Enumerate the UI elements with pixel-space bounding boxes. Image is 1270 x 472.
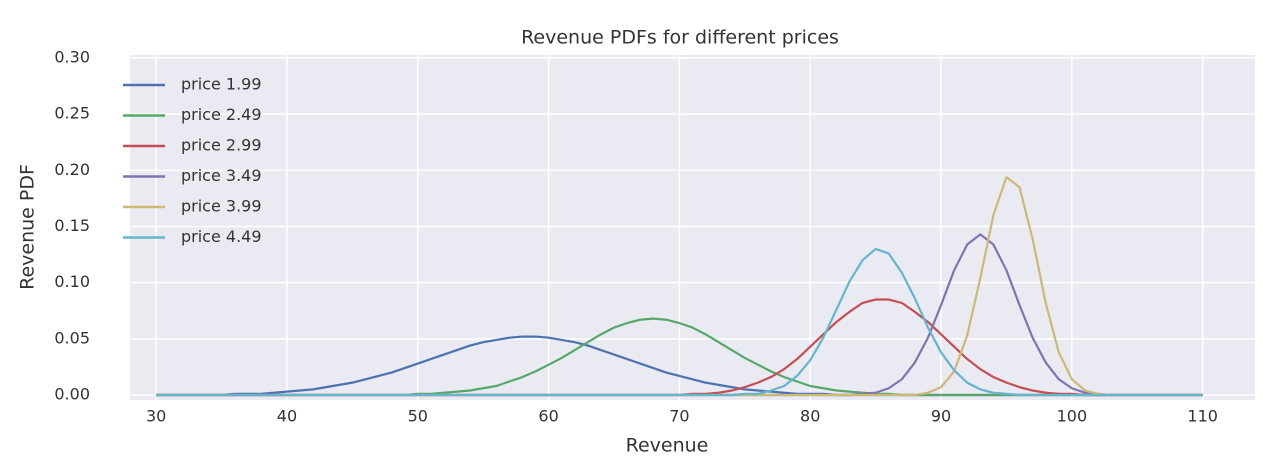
y-axis-label: Revenue PDF (17, 164, 39, 290)
x-tick-label: 50 (408, 407, 428, 426)
plot-area (130, 55, 1255, 400)
legend-label: price 1.99 (181, 75, 262, 94)
x-tick-label: 110 (1187, 407, 1218, 426)
legend-label: price 2.49 (181, 105, 262, 124)
y-tick-label: 0.15 (54, 216, 90, 235)
x-tick-label: 30 (146, 407, 166, 426)
x-tick-label: 80 (800, 407, 820, 426)
y-tick-label: 0.25 (54, 104, 90, 123)
x-tick-label: 100 (1057, 407, 1088, 426)
legend-label: price 3.49 (181, 166, 262, 185)
x-tick-label: 60 (538, 407, 558, 426)
x-axis-label: Revenue (626, 435, 709, 457)
legend-label: price 2.99 (181, 136, 262, 155)
series-line (156, 247, 1203, 397)
lines (156, 175, 1203, 397)
x-tick-label: 90 (931, 407, 951, 426)
y-tick-label: 0.05 (54, 328, 90, 347)
legend-label: price 4.49 (181, 227, 262, 246)
y-tick-label: 0.30 (54, 48, 90, 67)
y-tick-label: 0.00 (54, 385, 90, 404)
y-tick-label: 0.20 (54, 160, 90, 179)
legend-label: price 3.99 (181, 197, 262, 216)
chart-title: Revenue PDFs for different prices (521, 27, 839, 49)
legend: price 1.99 price 2.49 price 2.99 price 3.49… (123, 75, 262, 246)
x-tick-label: 70 (669, 407, 689, 426)
x-tick-label: 40 (277, 407, 297, 426)
y-tick-label: 0.10 (54, 272, 90, 291)
